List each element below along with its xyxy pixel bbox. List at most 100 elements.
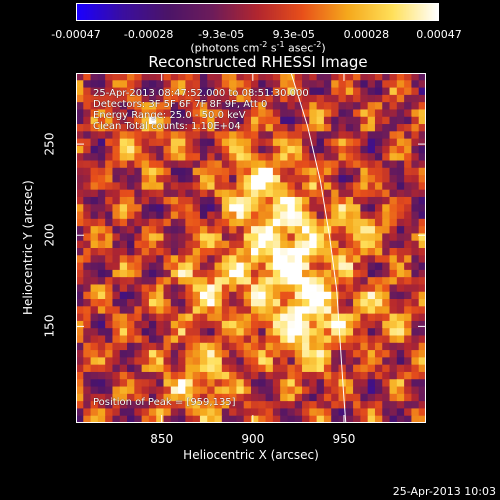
heatmap-cell [258, 248, 267, 256]
heatmap-cell [148, 364, 157, 373]
heatmap-cell [221, 320, 230, 329]
heatmap-cell [258, 335, 267, 344]
heatmap-cell [360, 160, 369, 169]
heatmap-cell [258, 364, 267, 373]
heatmap-cell [229, 233, 238, 242]
heatmap-cell [382, 335, 391, 344]
heatmap-cell [112, 102, 121, 111]
heatmap-cell [134, 342, 143, 351]
heatmap-cell [214, 342, 223, 351]
heatmap-cell [170, 401, 179, 410]
heatmap-cell [156, 379, 165, 388]
heatmap-cell [411, 364, 420, 373]
heatmap-cell [396, 233, 405, 242]
heatmap-cell [316, 299, 325, 307]
heatmap-cell [251, 335, 259, 344]
heatmap-cell [236, 87, 245, 96]
heatmap-cell [105, 350, 114, 358]
heatmap-cell [178, 233, 186, 242]
heatmap-cell [214, 94, 223, 103]
heatmap-cell [418, 371, 426, 380]
heatmap-cell [170, 87, 179, 96]
heatmap-cell [389, 379, 398, 388]
heatmap-cell [316, 269, 325, 278]
heatmap-cell [214, 408, 223, 417]
heatmap-cell [112, 175, 121, 183]
heatmap-cell [396, 131, 405, 140]
heatmap-cell [156, 160, 165, 169]
heatmap-cell [185, 160, 194, 169]
heatmap-cell [243, 80, 252, 89]
heatmap-cell [323, 277, 332, 286]
heatmap-cell [236, 233, 245, 242]
heatmap-cell [221, 218, 230, 227]
heatmap-cell [207, 342, 216, 351]
heatmap-cell [90, 182, 99, 191]
heatmap-cell [192, 204, 201, 213]
heatmap-cell [199, 138, 208, 147]
heatmap-cell [258, 153, 267, 162]
heatmap-cell [119, 248, 128, 256]
heatmap-cell [178, 153, 186, 162]
heatmap-cell [258, 240, 267, 249]
heatmap-cell [280, 167, 289, 176]
heatmap-cell [389, 233, 398, 242]
heatmap-cell [148, 196, 157, 205]
heatmap-cell [163, 204, 172, 213]
heatmap-cell [265, 401, 274, 410]
heatmap-cell [258, 80, 267, 89]
heatmap-cell [127, 306, 135, 315]
heatmap-cell [185, 269, 194, 278]
heatmap-cell [76, 131, 84, 140]
heatmap-cell [360, 306, 369, 315]
heatmap-cell [418, 182, 426, 191]
heatmap-cell [83, 109, 92, 118]
heatmap-cell [243, 371, 252, 380]
heatmap-cell [331, 80, 340, 89]
heatmap-cell [374, 306, 383, 315]
heatmap-cell [258, 145, 267, 154]
heatmap-cell [134, 371, 143, 380]
heatmap-cell [148, 124, 157, 132]
heatmap-cell [374, 145, 383, 154]
heatmap-cell [236, 328, 245, 337]
heatmap-cell [76, 386, 84, 395]
heatmap-cell [353, 182, 361, 191]
heatmap-cell [199, 94, 208, 103]
heatmap-cell [170, 313, 179, 322]
heatmap-cell [396, 357, 405, 366]
heatmap-cell [163, 109, 172, 118]
heatmap-cell [302, 233, 310, 242]
heatmap-cell [105, 138, 114, 147]
heatmap-cell [97, 94, 106, 103]
heatmap-cell [119, 269, 128, 278]
heatmap-cell [148, 328, 157, 337]
heatmap-cell [338, 131, 347, 140]
heatmap-cell [105, 291, 114, 300]
heatmap-cell [360, 94, 369, 103]
heatmap-cell [418, 269, 426, 278]
heatmap-cell [251, 240, 259, 249]
heatmap-cell [382, 94, 391, 103]
heatmap-cell [331, 350, 340, 358]
heatmap-cell [97, 277, 106, 286]
heatmap-cell [221, 240, 230, 249]
heatmap-cell [367, 102, 376, 111]
heatmap-cell [221, 291, 230, 300]
heatmap-cell [353, 153, 361, 162]
heatmap-cell [97, 364, 106, 373]
heatmap-cell [360, 196, 369, 205]
heatmap-cell [294, 102, 303, 111]
heatmap-cell [367, 335, 376, 344]
heatmap-cell [97, 175, 106, 183]
heatmap-cell [294, 240, 303, 249]
heatmap-cell [170, 138, 179, 147]
heatmap-cell [192, 196, 201, 205]
heatmap-cell [294, 342, 303, 351]
heatmap-cell [214, 306, 223, 315]
heatmap-cell [243, 94, 252, 103]
heatmap-cell [185, 248, 194, 256]
heatmap-cell [280, 371, 289, 380]
heatmap-cell [251, 189, 259, 198]
heatmap-cell [338, 211, 347, 220]
